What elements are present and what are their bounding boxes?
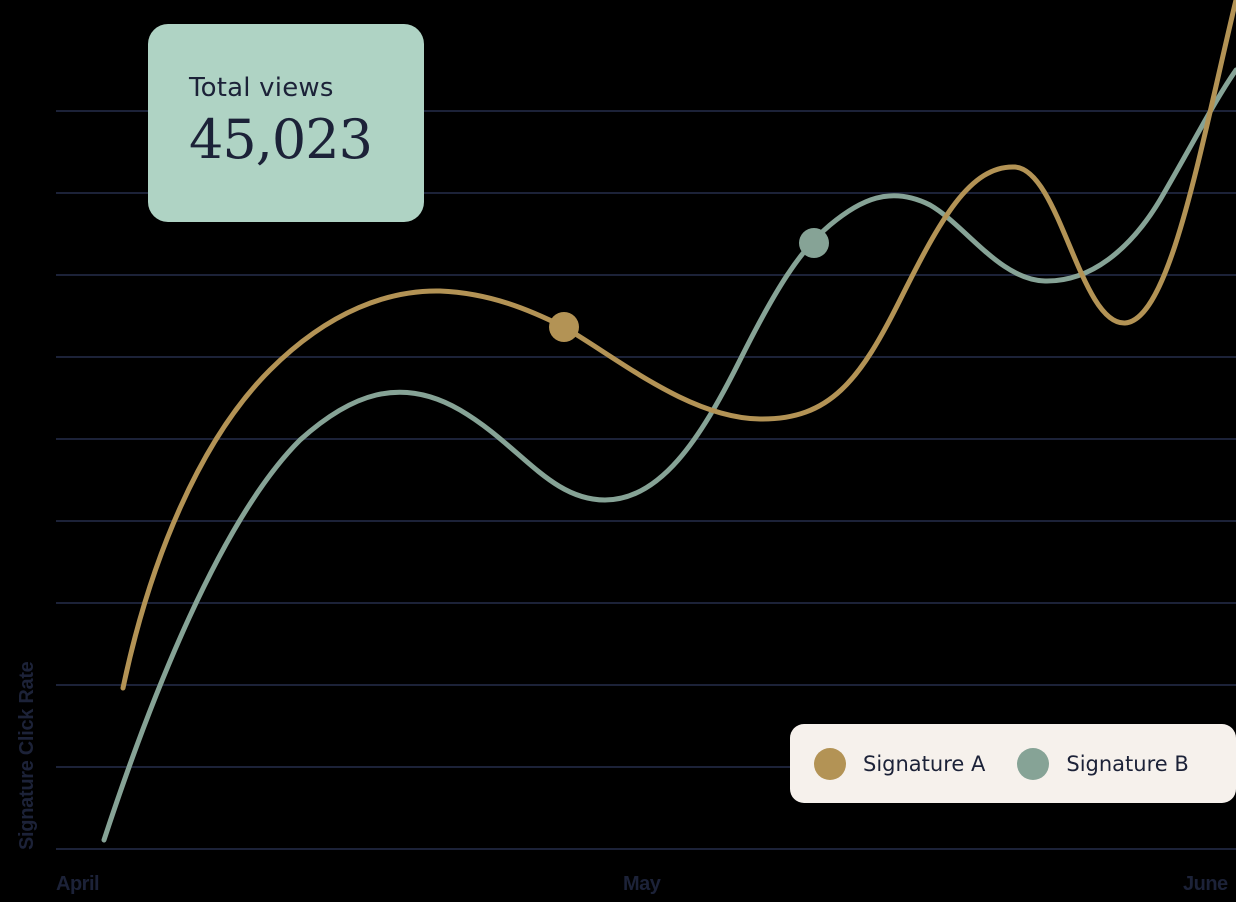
series-signature-b-line [101,67,1236,843]
legend-dot-icon [814,747,846,780]
x-tick-april: April [56,873,100,895]
legend-label: Signature B [1066,751,1189,776]
total-views-card: Total views 45,023 [148,24,424,222]
series-signature-a-marker[interactable] [549,312,579,342]
legend-dot-icon [1017,747,1050,780]
total-views-label: Total views [189,73,334,103]
legend-label: Signature A [863,751,986,776]
total-views-value: 45,023 [189,108,373,171]
x-tick-june: June [1183,873,1228,895]
x-tick-may: May [623,873,661,895]
series-signature-a-line [120,0,1236,691]
series-signature-b-marker[interactable] [799,228,829,258]
chart-legend: Signature A Signature B [790,724,1236,803]
legend-item-signature-b[interactable]: Signature B [1017,747,1189,780]
legend-item-signature-a[interactable]: Signature A [814,747,986,780]
y-axis-label: Signature Click Rate [16,661,38,850]
